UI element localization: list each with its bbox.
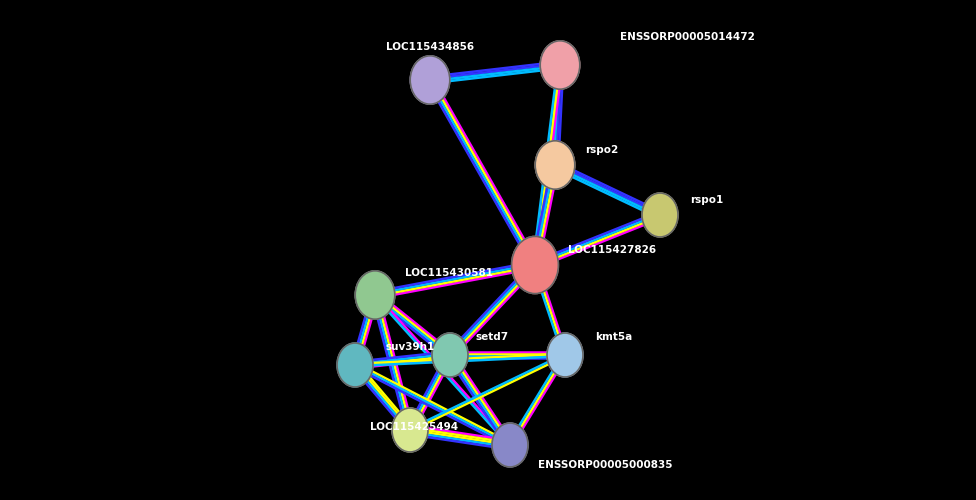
Text: LOC115430581: LOC115430581 [405,268,493,278]
Ellipse shape [511,236,558,294]
Ellipse shape [410,56,450,104]
Ellipse shape [535,141,575,189]
Text: ENSSORP00005000835: ENSSORP00005000835 [538,460,672,470]
Ellipse shape [540,41,580,89]
Ellipse shape [337,343,373,387]
Text: suv39h1: suv39h1 [385,342,434,352]
Text: LOC115425494: LOC115425494 [370,422,458,432]
Ellipse shape [432,333,468,377]
Text: LOC115434856: LOC115434856 [386,42,474,52]
Ellipse shape [355,271,395,319]
Text: rspo1: rspo1 [690,195,723,205]
Ellipse shape [642,193,678,237]
Text: ENSSORP00005014472: ENSSORP00005014472 [620,32,754,42]
Ellipse shape [392,408,428,452]
Text: rspo2: rspo2 [585,145,618,155]
Text: setd7: setd7 [475,332,508,342]
Ellipse shape [492,423,528,467]
Ellipse shape [547,333,583,377]
Text: LOC115427826: LOC115427826 [568,245,656,255]
Text: kmt5a: kmt5a [595,332,632,342]
